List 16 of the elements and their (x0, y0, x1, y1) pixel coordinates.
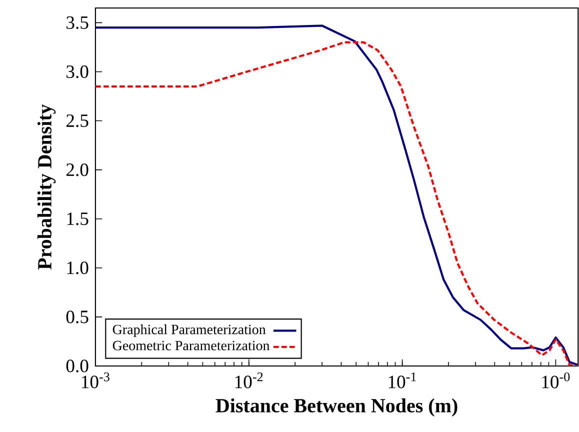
y-tick-label: 2.0 (66, 163, 88, 176)
y-tick-label: 0.0 (66, 360, 88, 372)
y-axis-title: Probability Density (37, 104, 56, 270)
legend-label: Graphical Parameterization (112, 324, 266, 338)
y-tick-label: 0.5 (66, 310, 88, 324)
x-tick-label: 10$^{-1}$ (388, 372, 416, 388)
y-tick-label: 1.0 (67, 262, 88, 274)
x-tick-label: 10$^{-0}$ (542, 372, 570, 388)
y-tick-label: 3.0 (66, 65, 88, 78)
y-tick-label: 2.5 (66, 114, 88, 128)
x-axis-title: Distance Between Nodes (m) (216, 398, 458, 416)
legend-label: Geometric Parameterization (112, 340, 270, 350)
x-tick-label: 10$^{-3}$ (82, 372, 110, 388)
y-tick-label: 1.5 (67, 212, 88, 226)
y-tick-label: 3.5 (66, 16, 88, 30)
x-tick-label: 10$^{-2}$ (235, 372, 263, 388)
